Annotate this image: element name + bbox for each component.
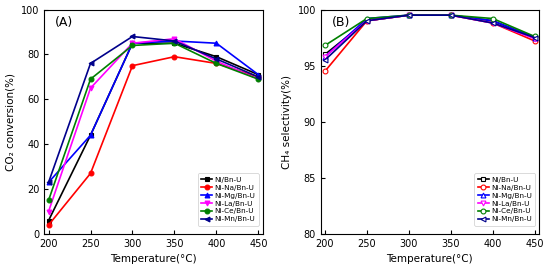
X-axis label: Temperature(°C): Temperature(°C)	[387, 254, 473, 264]
X-axis label: Temperature(°C): Temperature(°C)	[110, 254, 197, 264]
Text: (A): (A)	[55, 16, 74, 29]
Y-axis label: CO₂ conversion(%): CO₂ conversion(%)	[6, 73, 15, 171]
Legend: Ni/Bn-U, Ni-Na/Bn-U, Ni-Mg/Bn-U, Ni-La/Bn-U, Ni-Ce/Bn-U, Ni-Mn/Bn-U: Ni/Bn-U, Ni-Na/Bn-U, Ni-Mg/Bn-U, Ni-La/B…	[474, 173, 535, 226]
Legend: Ni/Bn-U, Ni-Na/Bn-U, Ni-Mg/Bn-U, Ni-La/Bn-U, Ni-Ce/Bn-U, Ni-Mn/Bn-U: Ni/Bn-U, Ni-Na/Bn-U, Ni-Mg/Bn-U, Ni-La/B…	[198, 173, 259, 226]
Text: (B): (B)	[332, 16, 350, 29]
Y-axis label: CH₄ selectivity(%): CH₄ selectivity(%)	[282, 75, 292, 169]
